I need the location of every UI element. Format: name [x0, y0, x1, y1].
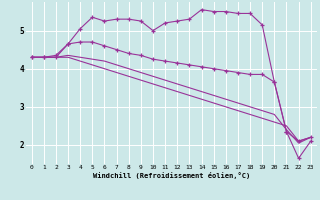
X-axis label: Windchill (Refroidissement éolien,°C): Windchill (Refroidissement éolien,°C)	[92, 172, 250, 179]
